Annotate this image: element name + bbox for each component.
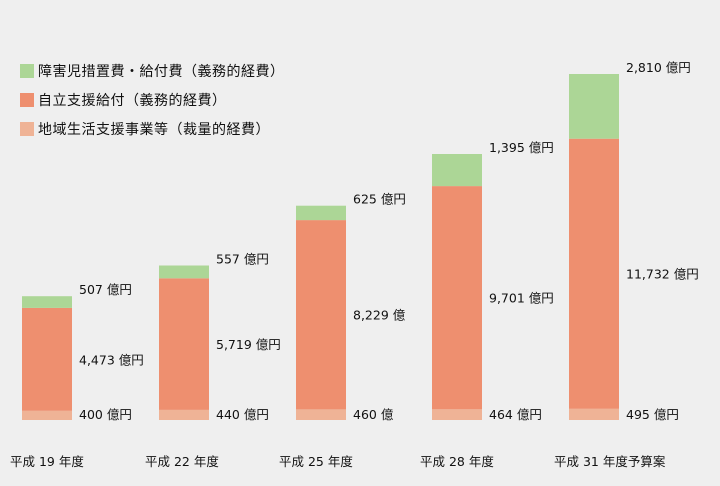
value-label-child-3: 625 億円 — [353, 192, 406, 207]
value-label-independence-2: 5,719 億円 — [216, 337, 281, 352]
value-label-independence-5: 11,732 億円 — [626, 267, 699, 282]
value-label-community-4: 464 億円 — [489, 407, 542, 422]
legend-swatch-community-support — [20, 121, 34, 136]
legend: 障害児措置費・給付費（義務的経費） 自立支援給付（義務的経費） 地域生活支援事業… — [20, 56, 285, 143]
bar-segment-child-3 — [296, 205, 346, 221]
value-label-community-1: 400 億円 — [79, 407, 132, 422]
category-label-3: 平成 25 年度 — [279, 454, 353, 469]
bar-segment-child-2 — [159, 265, 209, 279]
legend-label-independence-support: 自立支援給付（義務的経費） — [38, 92, 227, 109]
bar-segment-independence-3 — [296, 220, 346, 410]
value-label-independence-3: 8,229 億 — [353, 308, 406, 323]
legend-label-community-support: 地域生活支援事業等（裁量的経費） — [38, 121, 270, 138]
bar-segment-independence-4 — [432, 186, 482, 410]
bar-segment-community-2 — [159, 409, 209, 420]
bar-segment-independence-1 — [22, 307, 72, 411]
bar-segment-community-1 — [22, 410, 72, 420]
value-label-independence-4: 9,701 億円 — [489, 291, 554, 306]
category-label-4: 平成 28 年度 — [420, 454, 494, 469]
legend-swatch-child-measures — [20, 63, 34, 78]
value-label-child-2: 557 億円 — [216, 252, 269, 267]
legend-item-child-measures: 障害児措置費・給付費（義務的経費） — [20, 56, 285, 85]
value-label-independence-1: 4,473 億円 — [79, 352, 144, 367]
bar-segment-child-4 — [432, 154, 482, 187]
legend-label-child-measures: 障害児措置費・給付費（義務的経費） — [38, 63, 285, 80]
bar-segment-independence-5 — [569, 138, 619, 409]
value-label-child-4: 1,395 億円 — [489, 140, 554, 155]
bar-segment-independence-2 — [159, 278, 209, 410]
category-label-5: 平成 31 年度予算案 — [554, 454, 666, 469]
value-label-community-2: 440 億円 — [216, 407, 269, 422]
bar-segment-community-5 — [569, 408, 619, 420]
bar-segment-community-3 — [296, 409, 346, 420]
bar-segment-community-4 — [432, 409, 482, 420]
legend-item-independence-support: 自立支援給付（義務的経費） — [20, 85, 285, 114]
bar-segment-child-5 — [569, 74, 619, 139]
bar-segment-child-1 — [22, 296, 72, 308]
legend-swatch-independence-support — [20, 92, 34, 107]
legend-item-community-support: 地域生活支援事業等（裁量的経費） — [20, 114, 285, 143]
category-label-1: 平成 19 年度 — [10, 454, 84, 469]
category-label-2: 平成 22 年度 — [145, 454, 219, 469]
value-label-child-5: 2,810 億円 — [626, 60, 691, 75]
value-label-community-5: 495 億円 — [626, 407, 679, 422]
value-label-child-1: 507 億円 — [79, 282, 132, 297]
value-label-community-3: 460 億 — [353, 407, 394, 422]
